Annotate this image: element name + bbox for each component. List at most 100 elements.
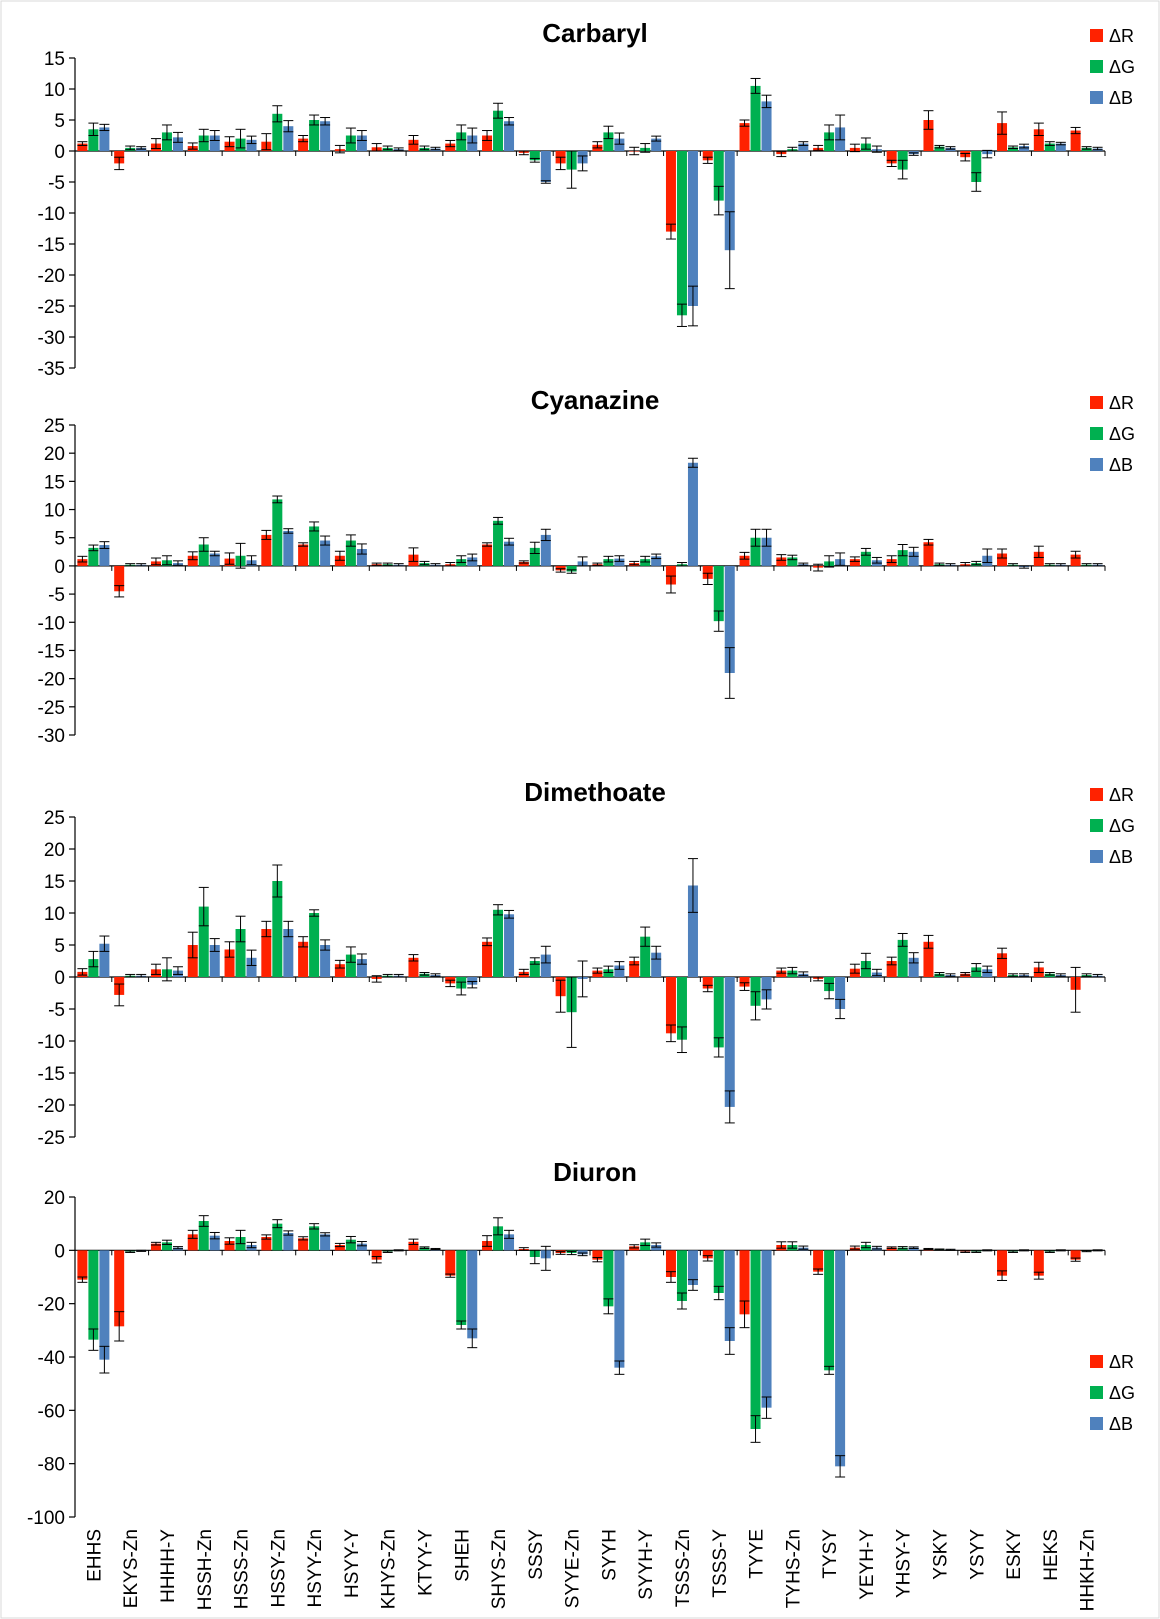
bar-dg — [198, 135, 209, 151]
bar-dr — [997, 1250, 1008, 1276]
bar-dr — [923, 120, 934, 151]
bar-dr — [77, 1250, 88, 1280]
bar-dg — [971, 967, 982, 977]
bar-dr — [187, 555, 198, 566]
y-tick-label: 0 — [54, 142, 65, 163]
bar-dg — [603, 969, 614, 977]
x-tick-label: EKYS-Zn — [121, 1529, 142, 1608]
bar-db — [687, 1250, 698, 1285]
legend-label: ΔR — [1109, 393, 1134, 413]
y-tick-label: -80 — [38, 1455, 65, 1476]
bar-db — [540, 534, 551, 566]
x-tick-label: YEYH-Y — [857, 1529, 878, 1600]
y-tick-label: -30 — [38, 726, 65, 747]
bar-dg — [640, 1242, 651, 1251]
bar-db — [908, 957, 919, 977]
bar-db — [687, 151, 698, 306]
bar-db — [209, 945, 220, 977]
bar-dr — [739, 977, 750, 987]
bar-db — [982, 969, 993, 977]
legend-label: ΔG — [1109, 1383, 1135, 1403]
bar-dg — [1044, 143, 1055, 151]
bar-dr — [445, 143, 456, 151]
y-tick-label: 5 — [54, 529, 65, 550]
bar-dr — [187, 1234, 198, 1251]
x-tick-label: HSSS-Zn — [232, 1529, 253, 1609]
bar-db — [540, 954, 551, 977]
x-tick-label: TSSS-Y — [710, 1529, 731, 1598]
bar-db — [761, 977, 772, 1000]
bar-db — [467, 1250, 478, 1339]
y-tick-label: 0 — [54, 557, 65, 578]
bar-dg — [345, 1239, 356, 1251]
bar-dg — [897, 550, 908, 566]
legend-swatch — [1090, 396, 1103, 409]
bar-db — [320, 540, 331, 566]
bar-db — [246, 957, 257, 977]
bar-dg — [309, 526, 320, 566]
legend-swatch — [1090, 819, 1103, 832]
bar-dg — [529, 961, 540, 977]
chart-title: Carbaryl — [542, 18, 648, 48]
y-tick-label: 15 — [44, 472, 65, 493]
bar-dg — [529, 547, 540, 566]
bar-dg — [88, 129, 99, 151]
bar-dr — [261, 534, 272, 566]
x-tick-label: TYYE — [747, 1529, 768, 1579]
chart-panels: Carbaryl -35 -30 -25 -20 -15 -10 -5 0 5 10 15 ΔR ΔG ΔB… — [27, 18, 1135, 1611]
x-tick-label: HEKS — [1041, 1529, 1062, 1581]
bar-db — [467, 977, 478, 985]
x-tick-label: HSSH-Zn — [195, 1529, 216, 1610]
legend-swatch — [1090, 1355, 1103, 1368]
bar-dr — [334, 964, 345, 977]
bar-dg — [198, 1221, 209, 1251]
y-tick-label: 10 — [44, 80, 65, 101]
legend-label: ΔB — [1109, 88, 1133, 108]
x-tick-label: KHYS-Zn — [379, 1529, 400, 1609]
bar-db — [99, 1250, 110, 1360]
legend-label: ΔB — [1109, 847, 1133, 867]
bar-dr — [813, 1250, 824, 1272]
bar-dg — [529, 151, 540, 161]
chart-panel-carbaryl: Carbaryl -35 -30 -25 -20 -15 -10 -5 0 5 10 15 ΔR ΔG ΔB — [38, 18, 1136, 380]
bar-db — [356, 135, 367, 151]
bar-dr — [298, 544, 309, 566]
chart-title: Diuron — [553, 1157, 637, 1187]
x-tick-label: HSYY-Zn — [305, 1529, 326, 1608]
bar-dg — [1008, 147, 1019, 151]
bar-dr — [408, 957, 419, 977]
bar-dg — [603, 559, 614, 566]
bar-db — [724, 565, 735, 673]
bar-dg — [88, 959, 99, 977]
bar-dr — [1033, 551, 1044, 566]
bar-dr — [77, 143, 88, 151]
bar-db — [283, 126, 294, 151]
bar-db — [614, 965, 625, 977]
y-tick-label: 15 — [44, 872, 65, 893]
bar-dg — [345, 954, 356, 977]
y-tick-label: -25 — [38, 1128, 65, 1149]
bar-dg — [750, 537, 761, 566]
bar-dg — [345, 540, 356, 566]
legend-swatch — [1090, 458, 1103, 471]
bar-db — [504, 1234, 515, 1251]
bar-db — [577, 1250, 588, 1255]
bar-dr — [518, 561, 529, 566]
legend-swatch — [1090, 1386, 1103, 1399]
y-tick-label: 10 — [44, 501, 65, 522]
y-tick-label: -40 — [38, 1348, 65, 1369]
bar-db — [283, 1233, 294, 1251]
bar-db — [283, 530, 294, 566]
y-tick-label: -5 — [48, 585, 65, 606]
bar-dg — [640, 936, 651, 977]
x-tick-label: YHSY-Y — [894, 1529, 915, 1598]
bar-db — [651, 138, 662, 151]
y-tick-label: -10 — [38, 613, 65, 634]
bar-dg — [493, 520, 504, 566]
y-tick-label: -20 — [38, 266, 65, 287]
y-tick-label: -35 — [38, 359, 65, 380]
bar-dr — [997, 953, 1008, 977]
bar-dg — [88, 547, 99, 566]
legend-label: ΔG — [1109, 424, 1135, 444]
bar-db — [540, 151, 551, 182]
